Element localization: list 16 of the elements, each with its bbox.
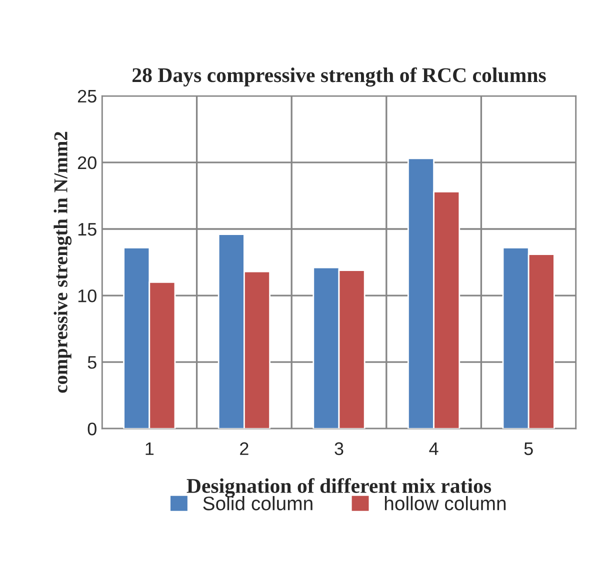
y-tick-label: 20 [78,156,96,170]
legend-label: Solid column [203,496,312,510]
chart-title: 28 Days compressive strength of RCC columns [132,67,546,87]
x-tick-label: 3 [334,442,344,456]
x-tick-label: 2 [240,442,248,455]
x-tick-label: 1 [146,442,154,455]
x-tick-label: 5 [524,442,533,456]
x-tick-label: 4 [429,442,438,455]
y-tick-label: 25 [78,90,96,103]
y-tick-label: 0 [88,422,96,436]
y-tick-label: 10 [78,289,96,302]
legend-label: hollow column [384,496,506,510]
y-axis-title: compressive strength in N/mm2 [54,132,72,393]
x-axis-title: Designation of different mix ratios [186,478,492,498]
y-tick-label: 5 [88,356,96,369]
y-tick-label: 15 [78,223,96,236]
